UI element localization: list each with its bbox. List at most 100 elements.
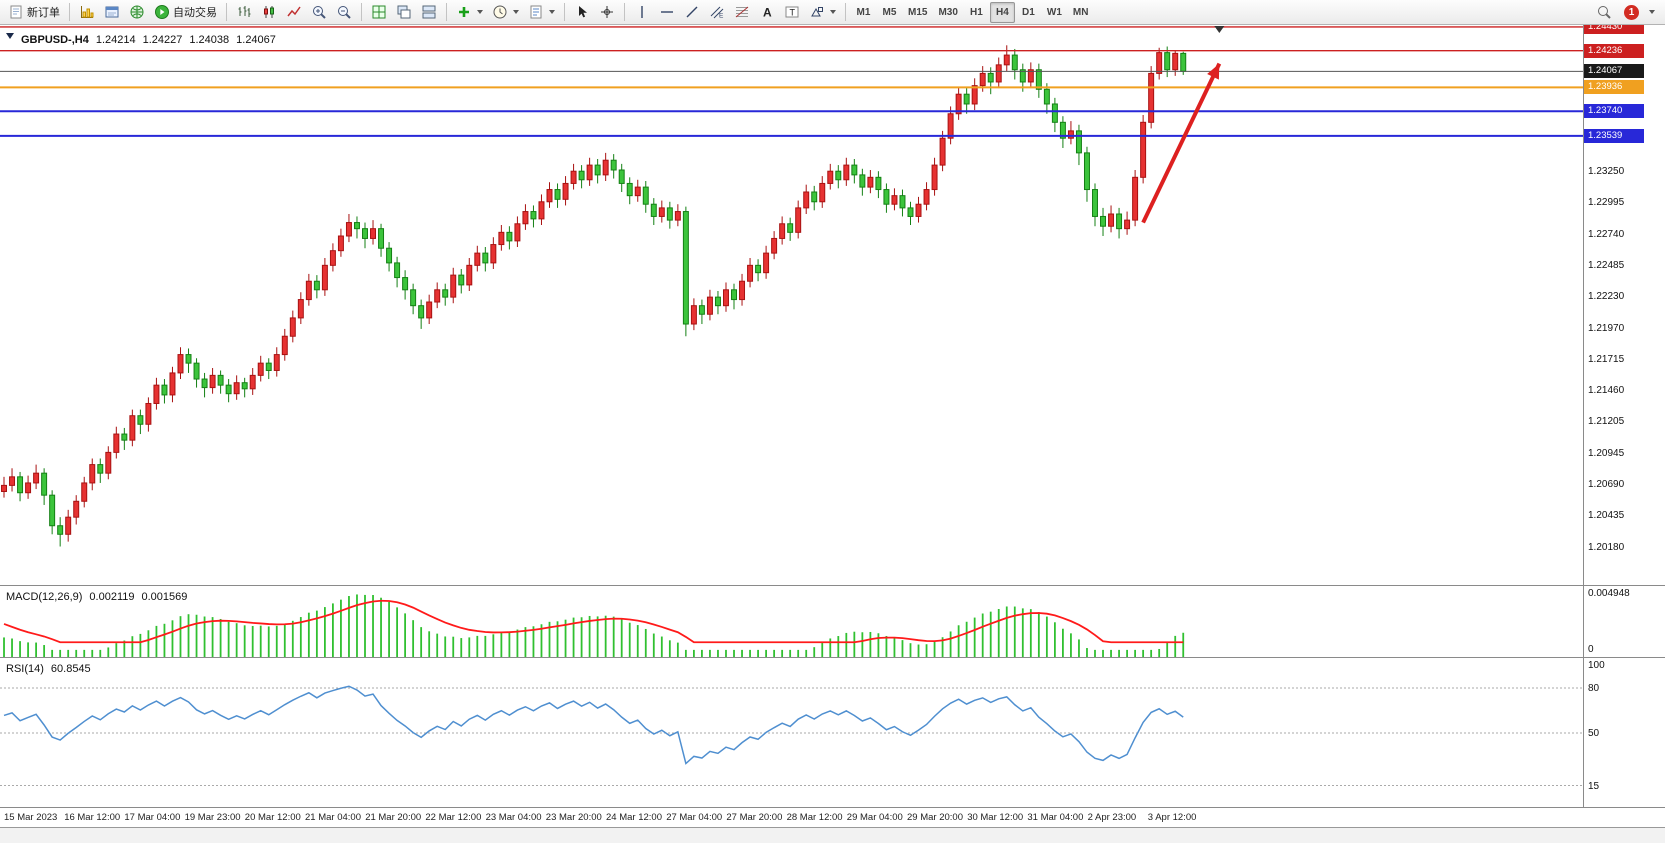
timeframe-m15[interactable]: M15 <box>903 2 932 23</box>
cascade-windows-button[interactable] <box>392 2 416 23</box>
notification-badge[interactable]: 1 <box>1624 4 1639 20</box>
vertical-line-icon <box>641 6 643 18</box>
time-axis-label: 16 Mar 12:00 <box>64 812 121 823</box>
rsi-plot[interactable] <box>0 658 1583 808</box>
price-axis-label: 1.20690 <box>1588 479 1625 491</box>
rsi-axis[interactable]: 100 80 50 15 <box>1583 658 1665 807</box>
chevron-down-icon <box>549 10 555 14</box>
macd-plot[interactable] <box>0 586 1583 658</box>
vertical-line-button[interactable] <box>630 2 654 23</box>
candle-chart-button[interactable] <box>257 2 281 23</box>
arrange-windows-button[interactable] <box>367 2 391 23</box>
time-axis-label: 29 Mar 04:00 <box>846 812 903 823</box>
price-level-badge: 1.24236 <box>1584 43 1644 58</box>
zoom-in-button[interactable] <box>307 2 331 23</box>
price-axis-label: 1.22995 <box>1588 197 1625 209</box>
label-tool-button[interactable]: T <box>780 2 804 23</box>
navigator-button[interactable] <box>125 2 149 23</box>
chevron-down-icon <box>477 10 483 14</box>
macd-value-main: 0.002119 <box>89 591 135 603</box>
time-axis-label: 27 Mar 20:00 <box>726 812 783 823</box>
line-chart-button[interactable] <box>282 2 306 23</box>
horizontal-line-button[interactable] <box>655 2 679 23</box>
text-tool-button[interactable]: A <box>755 2 779 23</box>
periods-button[interactable] <box>488 2 523 23</box>
timeframe-h4[interactable]: H4 <box>989 1 1015 23</box>
rsi-title: RSI(14) 60.8545 <box>6 663 91 675</box>
price-axis-label: 1.22740 <box>1588 228 1625 240</box>
fibonacci-icon <box>735 6 749 18</box>
price-axis-label: 1.22485 <box>1588 259 1625 271</box>
cursor-button[interactable] <box>570 2 594 23</box>
fibonacci-button[interactable] <box>730 2 754 23</box>
timeframe-m5[interactable]: M5 <box>877 2 902 23</box>
chart-symbol-period: GBPUSD-,H4 <box>21 34 89 46</box>
equidistant-channel-icon: E <box>710 6 724 20</box>
market-watch-button[interactable] <box>75 2 99 23</box>
time-axis-label: 19 Mar 23:00 <box>184 812 241 823</box>
price-axis-label: 1.23250 <box>1588 166 1625 178</box>
zoom-out-button[interactable] <box>332 2 356 23</box>
price-level-badge: 1.23936 <box>1584 80 1644 95</box>
indicators-button[interactable] <box>452 2 487 23</box>
status-footer <box>0 828 1665 843</box>
time-axis-label: 3 Apr 12:00 <box>1147 812 1197 823</box>
price-axis[interactable]: 1.23250 1.22995 1.22740 1.22485 1.22230 1.219… <box>1583 25 1665 585</box>
data-window-button[interactable] <box>100 2 124 23</box>
new-order-button[interactable]: 新订单 <box>4 2 64 23</box>
channel-button[interactable]: E <box>705 2 729 23</box>
collapse-icon[interactable] <box>6 33 14 43</box>
timeframe-h1[interactable]: H1 <box>964 2 989 23</box>
macd-axis[interactable]: 0.004948 0 <box>1583 586 1665 657</box>
autotrade-button[interactable]: 自动交易 <box>150 2 221 23</box>
bar-chart-button[interactable] <box>232 2 256 23</box>
timeframe-m1[interactable]: M1 <box>851 2 876 23</box>
separator <box>226 3 227 21</box>
macd-axis-max: 0.004948 <box>1588 588 1630 599</box>
time-axis-label: 24 Mar 12:00 <box>606 812 662 823</box>
time-axis[interactable]: 15 Mar 2023 16 Mar 12:00 17 Mar 04:00 19 Ma… <box>0 808 1665 828</box>
trendline-icon <box>686 6 698 18</box>
zoom-in-icon <box>313 6 326 19</box>
macd-axis-min: 0 <box>1588 644 1594 655</box>
price-axis-label: 1.21460 <box>1588 385 1625 397</box>
ohlc-low: 1.24038 <box>189 34 230 46</box>
crosshair-icon <box>601 6 613 18</box>
templates-button[interactable] <box>524 2 559 23</box>
search-button[interactable] <box>1592 2 1616 23</box>
time-axis-label: 27 Mar 04:00 <box>666 812 723 823</box>
trend-arrow-annotation <box>1141 62 1222 224</box>
macd-panel[interactable]: MACD(12,26,9) 0.002119 0.001569 0.004948… <box>0 586 1665 658</box>
time-axis-label: 17 Mar 04:00 <box>124 812 181 823</box>
autotrade-label: 自动交易 <box>173 7 217 19</box>
shapes-button[interactable] <box>805 2 840 23</box>
crosshair-button[interactable] <box>595 2 619 23</box>
rsi-label: RSI(14) <box>6 663 44 675</box>
data-window-icon <box>105 6 119 18</box>
rsi-axis-label: 15 <box>1588 780 1600 792</box>
cascade-windows-icon <box>397 5 411 19</box>
toolbar-right: 1 <box>1592 2 1661 23</box>
chart-title: GBPUSD-,H4 1.24214 1.24227 1.24038 1.240… <box>6 30 276 46</box>
trendline-button[interactable] <box>680 2 704 23</box>
tile-windows-button[interactable] <box>417 2 441 23</box>
timeframe-mn[interactable]: MN <box>1068 2 1094 23</box>
price-axis-label: 1.20180 <box>1588 541 1625 553</box>
template-icon <box>530 5 542 19</box>
timeframe-w1[interactable]: W1 <box>1042 2 1067 23</box>
price-axis-label: 1.20945 <box>1588 447 1625 459</box>
timeframe-m30[interactable]: M30 <box>933 2 962 23</box>
new-order-icon <box>10 5 22 19</box>
horizontal-line-icon <box>661 11 673 13</box>
chevron-down-icon[interactable] <box>1649 10 1655 14</box>
price-chart-panel[interactable]: GBPUSD-,H4 1.24214 1.24227 1.24038 1.240… <box>0 25 1665 586</box>
arrange-windows-icon <box>372 5 386 19</box>
time-axis-label: 28 Mar 12:00 <box>786 812 843 823</box>
toolbar: 新订单 自动交易 <box>0 0 1665 25</box>
rsi-panel[interactable]: RSI(14) 60.8545 100 80 50 15 <box>0 658 1665 808</box>
autotrade-icon <box>155 5 169 19</box>
candlestick-plot[interactable] <box>0 25 1583 586</box>
timeframe-d1[interactable]: D1 <box>1016 2 1041 23</box>
separator <box>446 3 447 21</box>
rsi-axis-label: 100 <box>1588 660 1605 671</box>
